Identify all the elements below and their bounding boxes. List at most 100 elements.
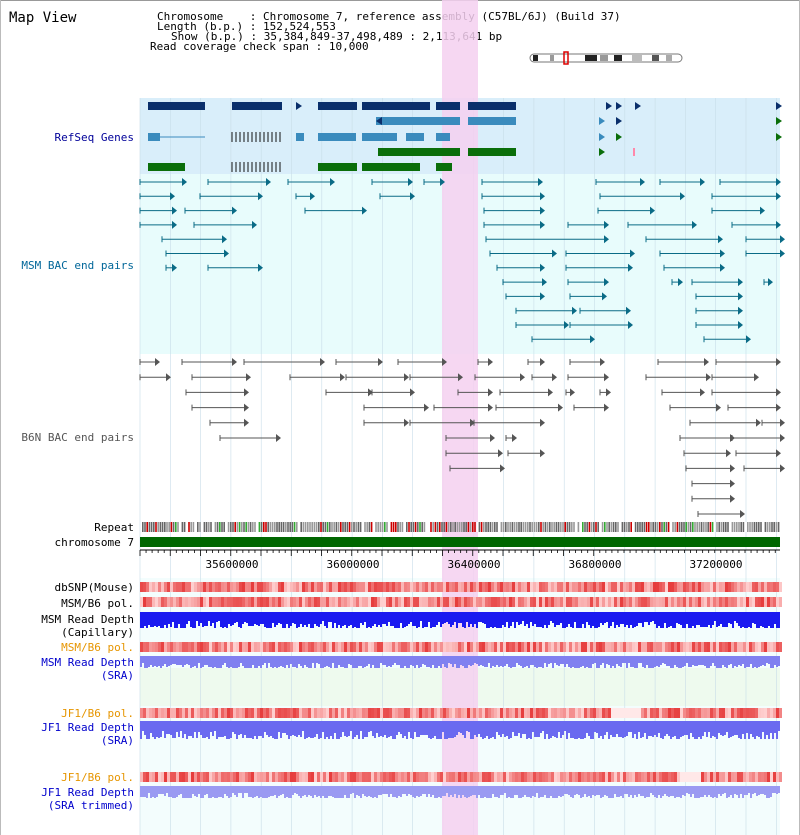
msm-bac-track[interactable] (139, 178, 785, 344)
heat-cell (338, 708, 341, 718)
depth-bar (690, 612, 692, 628)
depth-bar (290, 612, 292, 626)
heat-cell (701, 582, 704, 592)
heat-cell (485, 642, 488, 652)
heat-cell (179, 582, 182, 592)
depth-bar (416, 786, 418, 796)
depth-bar (668, 656, 670, 666)
depth-bar (388, 786, 390, 797)
depth-bar (758, 721, 760, 737)
depth-bar (354, 656, 356, 668)
heat-cell (560, 597, 563, 607)
heat-cell (464, 772, 467, 782)
depth-bar (548, 721, 550, 739)
heat-cell (404, 642, 407, 652)
heat-cell (359, 708, 362, 718)
depth-bar (332, 612, 334, 628)
heat-cell (551, 708, 554, 718)
bac-end-arrow (640, 178, 645, 186)
depth-bar (466, 656, 468, 668)
depth-bar (368, 656, 370, 664)
b6n-bac-track[interactable] (139, 358, 785, 518)
depth-bar (362, 612, 364, 625)
heat-cell (707, 708, 710, 718)
gene-feature (318, 102, 357, 110)
repeat-element (753, 522, 756, 532)
track-label-refseq[interactable]: RefSeq Genes (54, 131, 134, 144)
heat-cell (545, 708, 548, 718)
depth-bar (380, 786, 382, 795)
heat-cell (266, 772, 269, 782)
bac-end-arrow (768, 278, 773, 287)
depth-bar (550, 612, 552, 621)
refseq-gene-track[interactable] (148, 102, 782, 172)
depth-bar (180, 656, 182, 665)
heat-cell (365, 582, 368, 592)
bac-end-arrow (512, 434, 517, 442)
heat-cell (299, 772, 302, 782)
heat-cell (191, 772, 194, 782)
repeat-element (179, 522, 181, 532)
depth-bar (332, 786, 334, 797)
heat-cell (593, 582, 596, 592)
heat-cell (356, 772, 359, 782)
bac-end-arrow (224, 249, 229, 258)
repeat-element (577, 522, 580, 532)
depth-bar (216, 786, 218, 798)
depth-bar (150, 656, 152, 665)
depth-bar (610, 612, 612, 626)
depth-bar (580, 612, 582, 628)
repeat-element (762, 522, 764, 532)
depth-bar (382, 786, 384, 794)
depth-bar (530, 612, 532, 622)
heat-cell (248, 772, 251, 782)
repeat-element (698, 522, 701, 532)
bac-end-arrow (488, 358, 493, 366)
chromosome-ideogram[interactable] (529, 51, 683, 65)
depth-bar (650, 656, 652, 668)
heat-cell (212, 772, 215, 782)
repeat-element (199, 522, 201, 532)
depth-bar (274, 656, 276, 667)
depth-bar (760, 656, 762, 666)
heat-cell (350, 597, 353, 607)
track-label-msm-bac[interactable]: MSM BAC end pairs (21, 259, 134, 272)
heat-cell (677, 708, 680, 718)
depth-bar (684, 721, 686, 735)
depth-bar (238, 612, 240, 627)
heat-cell (320, 642, 323, 652)
repeat-element (428, 522, 430, 532)
bac-end-arrow (172, 263, 177, 272)
depth-bar (700, 612, 702, 627)
depth-bar (480, 656, 482, 665)
heat-cell (500, 642, 503, 652)
repeat-element (309, 522, 311, 532)
depth-bar (520, 612, 522, 624)
heat-cell (530, 597, 533, 607)
track-label-b6n-bac[interactable]: B6N BAC end pairs (21, 431, 134, 444)
heat-cell (746, 582, 749, 592)
bac-end-arrow (440, 178, 445, 186)
repeat-element (364, 522, 366, 532)
depth-bar (178, 656, 180, 665)
depth-bar (560, 656, 562, 664)
heat-cell (776, 708, 779, 718)
depth-bar (178, 612, 180, 624)
heat-cell (647, 708, 650, 718)
heat-cell (401, 642, 404, 652)
depth-bar (366, 786, 368, 797)
heat-cell (422, 642, 425, 652)
heat-cell (167, 582, 170, 592)
bac-end-arrow (716, 403, 721, 412)
depth-bar (276, 612, 278, 625)
heat-cell (698, 597, 701, 607)
depth-bar (628, 786, 630, 797)
bac-end-arrow (540, 206, 545, 215)
repeat-element (461, 522, 463, 532)
heat-cell (578, 597, 581, 607)
depth-bar (452, 612, 454, 625)
heat-cell (245, 582, 248, 592)
heat-cell (143, 582, 146, 592)
depth-bar (582, 786, 584, 797)
